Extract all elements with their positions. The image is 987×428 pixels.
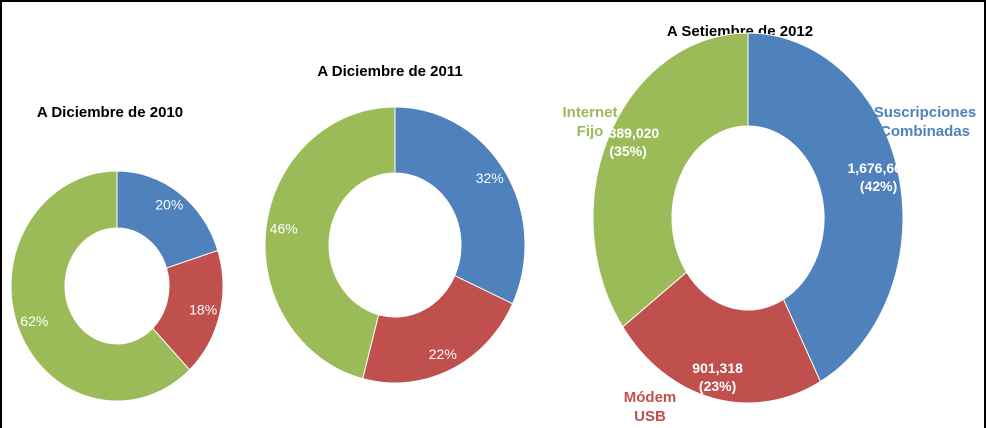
donut-segment — [747, 32, 904, 383]
category-label: Fijo — [577, 123, 604, 140]
donut-segment — [264, 106, 396, 380]
share-label: (23%) — [699, 378, 736, 394]
donut-segment — [362, 274, 514, 384]
value-label: 22% — [429, 346, 457, 362]
category-label: Suscripciones — [874, 104, 977, 121]
chart-title: A Diciembre de 2010 — [37, 104, 183, 121]
donut-segment — [394, 106, 526, 305]
chart-title: A Diciembre de 2011 — [317, 63, 462, 80]
value-label: 1,676,667 — [847, 160, 909, 176]
donut-segment — [10, 170, 191, 402]
share-label: (42%) — [860, 178, 897, 194]
value-label: 62% — [20, 313, 48, 329]
donut-segment — [116, 170, 219, 269]
value-label: 18% — [189, 301, 217, 317]
category-label: Internet — [562, 104, 617, 121]
category-label: Combinadas — [880, 123, 970, 140]
value-label: 46% — [270, 220, 298, 236]
value-label: 20% — [155, 197, 183, 213]
value-label: 1,389,020 — [597, 125, 659, 141]
donut-segment — [622, 271, 822, 404]
donut-segment — [592, 32, 749, 328]
value-label: 901,318 — [692, 360, 743, 376]
share-label: (35%) — [609, 143, 646, 159]
category-label: Módem — [624, 389, 677, 406]
value-label: 32% — [476, 170, 504, 186]
category-label: USB — [634, 408, 666, 425]
